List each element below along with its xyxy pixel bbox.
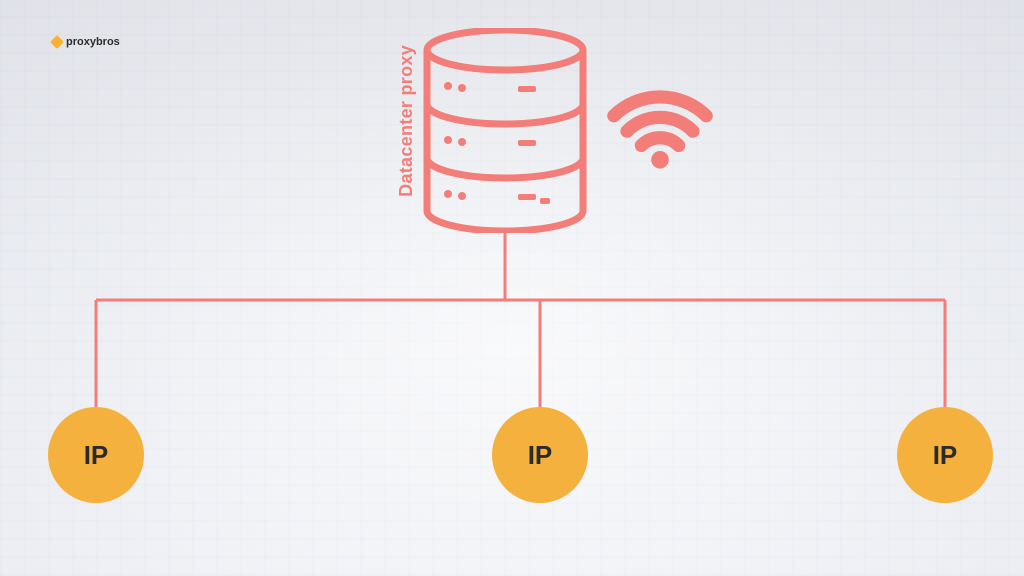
- ip-node: IP: [897, 407, 993, 503]
- diagram-canvas: Datacenter proxy: [0, 0, 1024, 576]
- ip-node: IP: [48, 407, 144, 503]
- ip-node: IP: [492, 407, 588, 503]
